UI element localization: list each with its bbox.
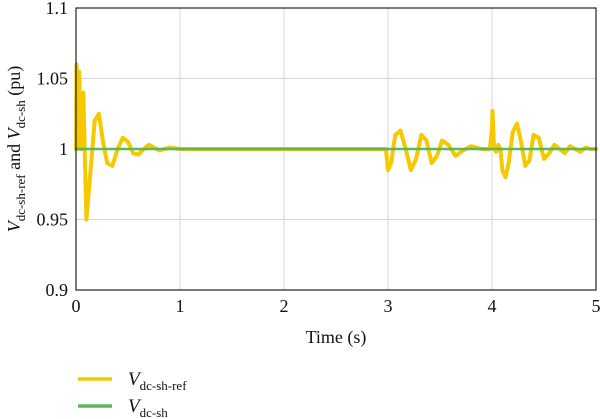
series-line-vdc-sh-ref	[74, 62, 598, 222]
x-tick-label: 2	[280, 296, 289, 316]
x-tick-label: 4	[488, 296, 497, 316]
y-axis-title-sub-2: dc-sh	[13, 100, 28, 129]
series-layer	[74, 62, 598, 222]
x-tick-label: 5	[592, 296, 600, 316]
x-axis-title: Time (s)	[306, 327, 367, 348]
x-tick-label: 1	[176, 296, 185, 316]
y-axis-title-sub-1: dc-sh-ref	[13, 174, 28, 222]
legend-sub: dc-sh-ref	[140, 378, 188, 393]
y-axis-title-unit: (pu)	[4, 66, 25, 101]
y-tick-label: 1.05	[37, 69, 69, 89]
legend-var: V	[128, 396, 142, 417]
tick-labels: 0 1 2 3 4 5 0.9 0.95 1 1.05 1.1	[37, 0, 600, 316]
legend-var: V	[128, 369, 142, 390]
legend-sub: dc-sh	[140, 405, 169, 419]
y-tick-label: 0.9	[46, 280, 69, 300]
legend-label-1: Vdc-sh	[128, 396, 168, 419]
y-axis-title: Vdc-sh-ref and Vdc-sh (pu)	[4, 66, 28, 233]
y-tick-label: 1.1	[46, 0, 69, 18]
y-tick-label: 0.95	[37, 210, 69, 230]
plot-frame	[75, 7, 597, 291]
y-axis-title-var-2: V	[4, 126, 24, 139]
x-tick-label: 3	[384, 296, 393, 316]
y-axis-title-and: and	[4, 139, 24, 174]
y-tick-label: 1	[59, 139, 68, 159]
legend-label-0: Vdc-sh-ref	[128, 369, 187, 393]
x-tick-label: 0	[72, 296, 81, 316]
y-axis-title-var-1: V	[4, 219, 24, 232]
